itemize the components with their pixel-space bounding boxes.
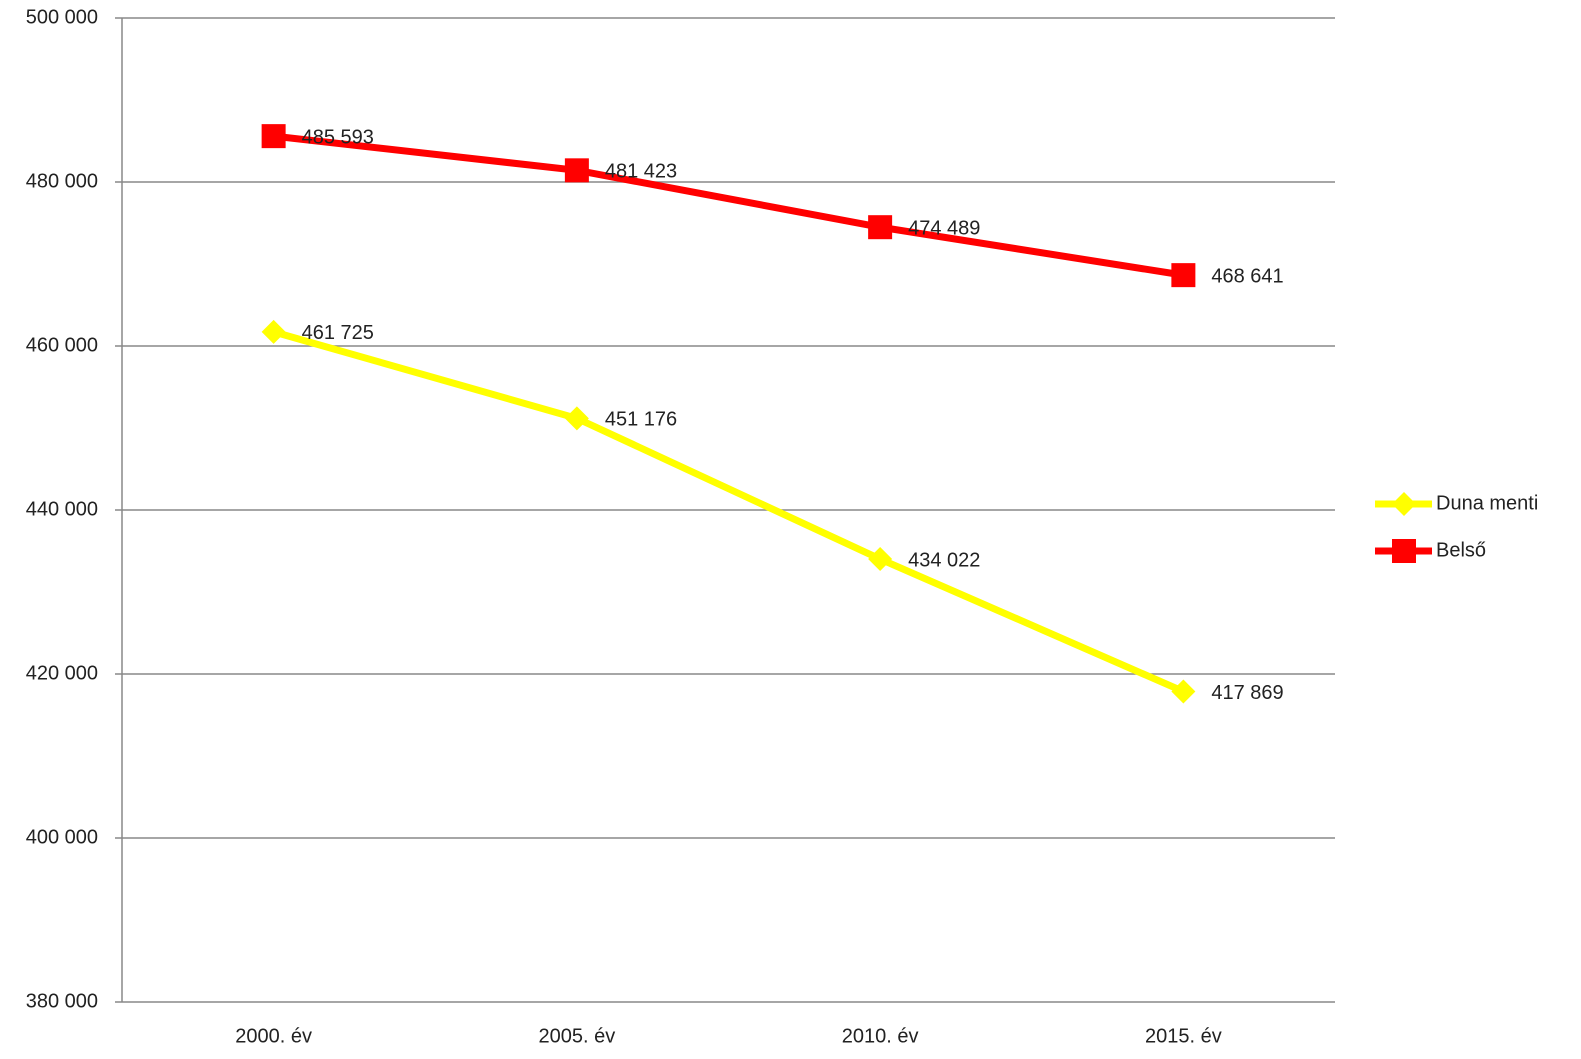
data-point bbox=[868, 215, 893, 240]
data-label: 461 725 bbox=[302, 322, 374, 344]
legend-label: Duna menti bbox=[1436, 492, 1538, 514]
data-label: 481 423 bbox=[605, 161, 677, 183]
series-line bbox=[272, 328, 1185, 695]
legend-label: Belső bbox=[1436, 539, 1486, 561]
x-tick-label: 2005. év bbox=[539, 1025, 616, 1047]
data-label: 468 641 bbox=[1211, 265, 1283, 287]
y-tick-label: 400 000 bbox=[26, 826, 98, 848]
y-tick-label: 500 000 bbox=[26, 6, 98, 28]
series-line bbox=[273, 132, 1184, 279]
data-label: 474 489 bbox=[908, 217, 980, 239]
x-tick-label: 2000. év bbox=[235, 1025, 312, 1047]
x-tick-label: 2010. év bbox=[842, 1025, 919, 1047]
y-tick-label: 440 000 bbox=[26, 498, 98, 520]
data-label: 434 022 bbox=[908, 549, 980, 571]
x-tick-label: 2015. év bbox=[1145, 1025, 1222, 1047]
y-tick-label: 380 000 bbox=[26, 990, 98, 1012]
data-label: 451 176 bbox=[605, 409, 677, 431]
data-point bbox=[261, 319, 286, 344]
data-point bbox=[1171, 679, 1196, 704]
y-tick-label: 480 000 bbox=[26, 170, 98, 192]
data-label: 417 869 bbox=[1211, 682, 1283, 704]
data-point bbox=[1171, 263, 1196, 288]
data-point bbox=[564, 158, 589, 183]
data-point bbox=[564, 406, 589, 431]
y-tick-label: 460 000 bbox=[26, 334, 98, 356]
data-point bbox=[868, 547, 893, 572]
y-tick-label: 420 000 bbox=[26, 662, 98, 684]
legend-marker bbox=[1392, 539, 1416, 563]
legend-marker bbox=[1392, 492, 1416, 516]
data-label: 485 593 bbox=[302, 126, 374, 148]
data-point bbox=[261, 124, 286, 149]
